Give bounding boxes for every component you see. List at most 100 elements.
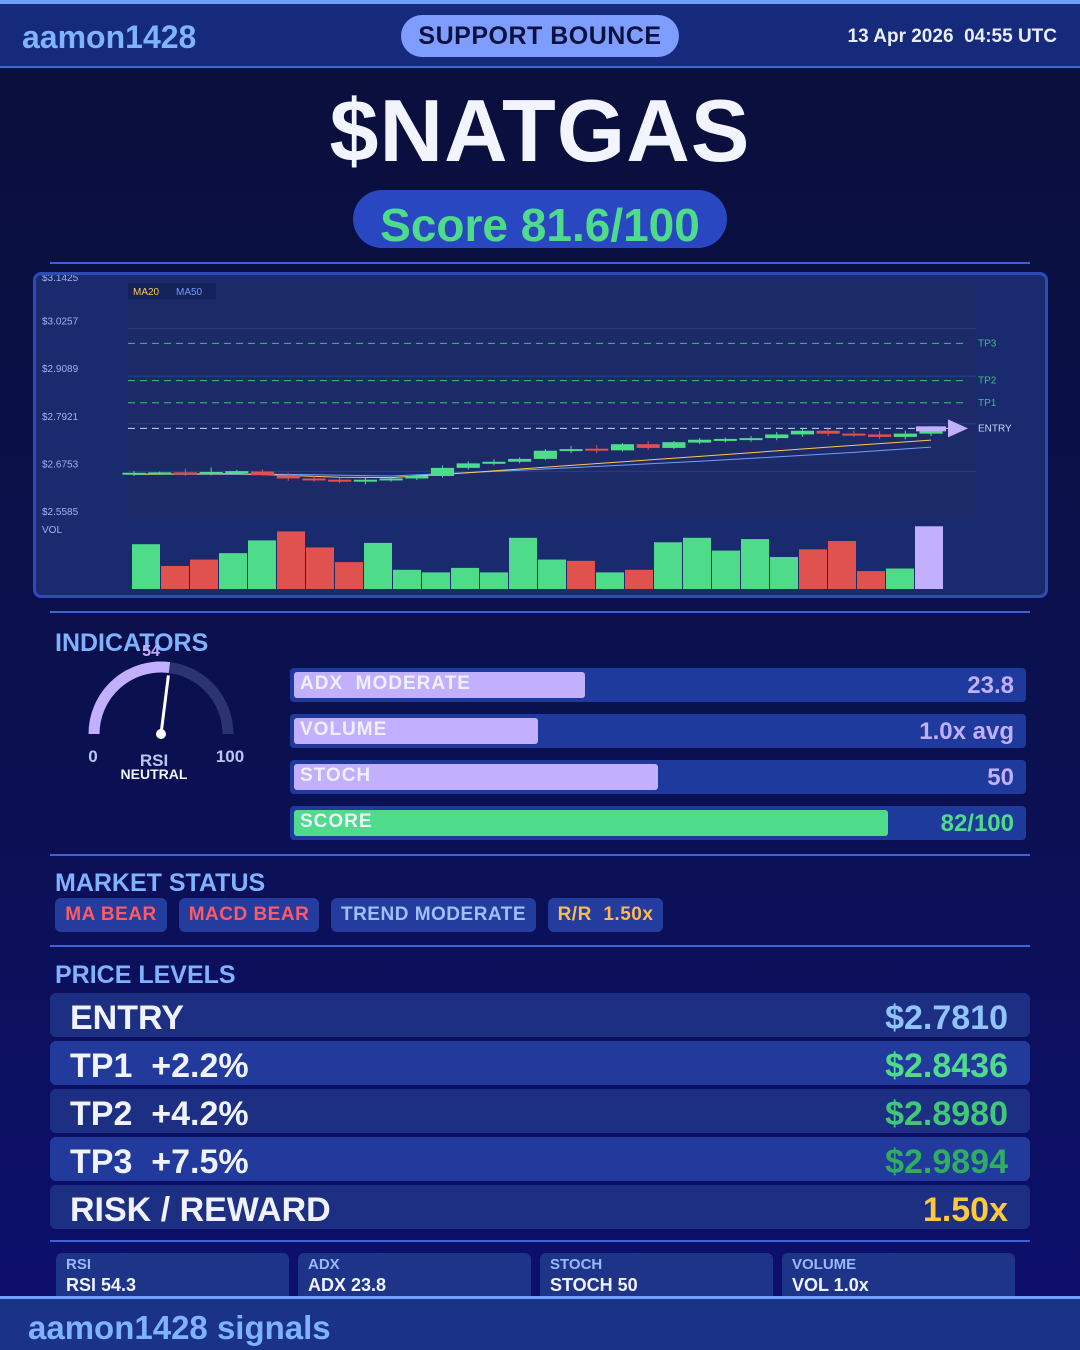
price-tick-label: $3.1425 [42, 275, 79, 284]
volume-bar [538, 559, 566, 589]
price-level-label: TP2 +4.2% [70, 1095, 249, 1133]
volume-bar [915, 526, 943, 589]
legend-ma20: MA20 [133, 287, 160, 298]
price-level-row: ENTRY $2.7810 [50, 993, 1030, 1037]
volume-bar [248, 540, 276, 589]
candle-body [482, 461, 506, 464]
header-username: aamon1428 [22, 19, 197, 55]
mini-stat-volume: VOLUME VOL 1.0x [782, 1253, 1015, 1297]
candle-body [765, 434, 789, 439]
footer-bar: aamon1428 signals [0, 1296, 1080, 1350]
volume-bar [741, 539, 769, 589]
rsi-min-label: 0 [88, 747, 97, 766]
price-level-label: ENTRY [70, 999, 184, 1037]
indicator-bar-fill [294, 672, 585, 698]
divider [50, 1240, 1030, 1242]
candle-body [405, 476, 429, 479]
volume-bar [509, 537, 537, 589]
price-level-label: RISK / REWARD [70, 1191, 331, 1229]
rsi-value-label: 54 [142, 643, 160, 660]
candle-body [122, 472, 146, 475]
indicator-bar-label: ADX MODERATE [300, 673, 471, 694]
pattern-badge: SUPPORT BOUNCE [401, 15, 679, 57]
rsi-max-label: 100 [216, 747, 244, 766]
price-chart: $3.1425 $3.0257 $2.9089 $2.7921 $2.6753 $2.55… [42, 275, 1012, 589]
volume-bar [886, 568, 914, 589]
volume-axis-label: VOL [42, 525, 62, 536]
candle-body [430, 467, 455, 477]
candle-body [456, 463, 480, 468]
volume-bar [596, 572, 624, 589]
price-level-value: $2.9894 [885, 1143, 1008, 1181]
legend-ma50: MA50 [176, 287, 203, 298]
price-tick-label: $2.6753 [42, 459, 79, 470]
price-tick-label: $2.7921 [42, 412, 79, 423]
candle-body [148, 472, 172, 475]
indicator-bar-value: 50 [987, 764, 1014, 791]
mini-stat-key: VOLUME [792, 1256, 857, 1273]
volume-bar [190, 559, 218, 589]
volume-bar [277, 531, 305, 589]
divider [50, 262, 1030, 264]
indicator-bar-volume: VOLUME 1.0x avg [290, 714, 1026, 748]
candle-body [508, 458, 532, 462]
candle-body [559, 449, 583, 452]
volume-bar [625, 569, 653, 589]
market-status-title: MARKET STATUS [55, 869, 266, 897]
candle-body [790, 430, 815, 435]
footer-text: aamon1428 signals [28, 1309, 331, 1346]
volume-bar [393, 569, 421, 589]
mini-stat-value: ADX 23.8 [308, 1275, 387, 1295]
indicator-bar-fill [294, 764, 658, 790]
price-level-value: $2.8980 [885, 1095, 1008, 1133]
volume-bar [364, 542, 392, 589]
price-level-row: RISK / REWARD 1.50x [50, 1185, 1030, 1229]
volume-bar [828, 541, 856, 589]
mini-stat-value: STOCH 50 [550, 1275, 638, 1295]
candle-body [816, 430, 840, 434]
candle-body [662, 442, 686, 448]
rsi-state-label: NEUTRAL [121, 766, 188, 782]
legend-box [128, 283, 216, 299]
price-tick-label: $2.9089 [42, 364, 79, 375]
candle-body [328, 479, 352, 482]
price-level-value: $2.8436 [885, 1047, 1008, 1085]
price-level-row: TP2 +4.2% $2.8980 [50, 1089, 1030, 1133]
plot-area [128, 281, 976, 519]
candle-body [739, 438, 763, 441]
indicator-bar-adx: ADX MODERATE 23.8 [290, 668, 1026, 702]
price-tick-label: $2.5585 [42, 507, 79, 518]
rsi-needle [159, 675, 170, 735]
header-datetime: 13 Apr 2026 04:55 UTC [847, 26, 1057, 47]
status-badge: R/R 1.50x [548, 898, 663, 932]
price-tick-label: $3.0257 [42, 317, 79, 328]
candle-body [893, 433, 917, 437]
ticker-title: $NATGAS [329, 81, 751, 180]
volume-bar [683, 537, 711, 589]
candle-body [379, 478, 403, 481]
price-level-label: TP1 +2.2% [70, 1047, 249, 1085]
indicator-bar-label: STOCH [300, 765, 372, 786]
mini-stat-stoch: STOCH STOCH 50 [540, 1253, 773, 1297]
volume-bar [654, 542, 682, 589]
candle-body [688, 439, 712, 443]
divider [50, 611, 1030, 613]
mini-stat-key: STOCH [550, 1256, 603, 1273]
divider [50, 854, 1030, 856]
indicators-title: INDICATORS [55, 629, 209, 657]
volume-bar [422, 572, 450, 589]
candle-body [199, 471, 223, 474]
candle-body [533, 450, 557, 459]
level-label-tp1: TP1 [978, 398, 997, 409]
volume-bar [161, 565, 189, 589]
score-pill: Score 81.6/100 [353, 190, 727, 248]
status-badge: MA BEAR [55, 898, 167, 932]
volume-bar [712, 550, 740, 589]
volume-bar [335, 562, 363, 589]
rsi-needle-hub [156, 729, 166, 739]
volume-bar [770, 557, 798, 589]
rsi-gauge-fill [88, 661, 171, 735]
indicator-bar-value: 1.0x avg [919, 718, 1014, 745]
volume-bar [567, 560, 595, 589]
